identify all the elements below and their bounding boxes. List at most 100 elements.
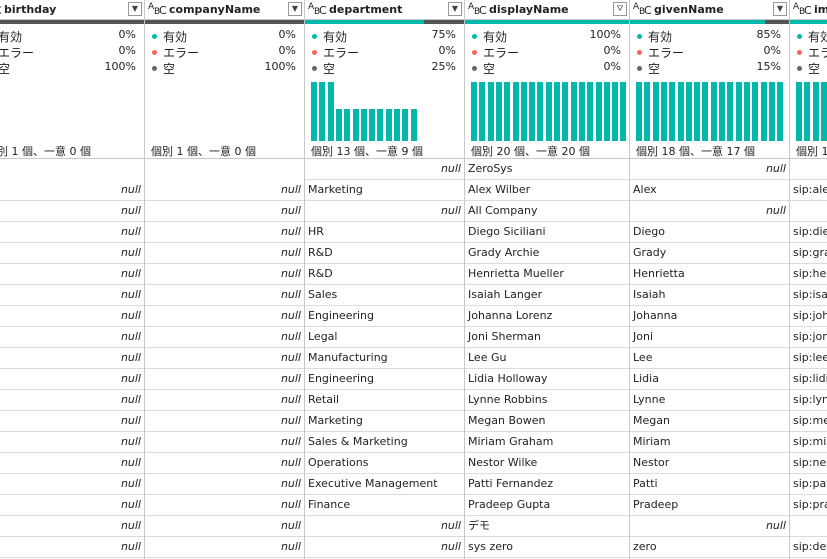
histogram-bar[interactable] [520,82,527,141]
table-cell[interactable]: null [145,222,304,243]
table-cell[interactable]: null [0,432,144,453]
table-cell[interactable]: Diego [630,222,789,243]
table-cell[interactable] [790,159,827,180]
table-cell[interactable]: Johanna Lorenz [465,306,629,327]
histogram-bar[interactable] [669,82,676,141]
table-cell[interactable]: Diego Siciliani [465,222,629,243]
table-cell[interactable]: null [145,495,304,516]
table-cell[interactable]: Manufacturing [305,348,464,369]
histogram-bar[interactable] [768,82,775,141]
table-cell[interactable]: null [0,180,144,201]
table-cell[interactable]: null [0,222,144,243]
table-cell[interactable]: null [0,285,144,306]
column-header[interactable]: ABCim▼ [790,0,827,20]
table-cell[interactable]: null [630,516,789,537]
table-cell[interactable]: null [145,306,304,327]
table-cell[interactable]: null [305,159,464,180]
histogram-bar[interactable] [752,82,759,141]
table-cell[interactable]: Patti [630,474,789,495]
table-cell[interactable]: Marketing [305,411,464,432]
histogram-bar[interactable] [636,82,642,141]
histogram-bar[interactable] [660,82,667,141]
table-cell[interactable]: null [145,369,304,390]
histogram-bar[interactable] [537,82,544,141]
histogram-bar[interactable] [394,108,400,141]
histogram-bar[interactable] [702,82,709,141]
histogram-bar[interactable] [719,82,725,141]
histogram-bar[interactable] [410,108,417,141]
table-cell[interactable]: Lynne Robbins [465,390,629,411]
table-cell[interactable]: null [305,516,464,537]
histogram-bar[interactable] [743,82,750,141]
table-cell[interactable]: Miriam [630,432,789,453]
table-cell[interactable]: Executive Management [305,474,464,495]
table-cell[interactable]: sip:isai [790,285,827,306]
table-cell[interactable]: null [0,243,144,264]
table-cell[interactable]: All Company [465,201,629,222]
histogram-bar[interactable] [603,82,610,141]
table-cell[interactable] [790,516,827,537]
histogram-bar[interactable] [377,108,384,141]
table-cell[interactable]: Sales & Marketing [305,432,464,453]
histogram-bar[interactable] [812,82,819,141]
histogram-bar[interactable] [311,82,317,141]
table-cell[interactable]: Lee [630,348,789,369]
histogram-bar[interactable] [727,82,734,141]
table-cell[interactable]: null [145,390,304,411]
table-cell[interactable]: Legal [305,327,464,348]
histogram-bar[interactable] [652,82,659,141]
histogram-bar[interactable] [570,82,577,141]
table-cell[interactable]: null [0,201,144,222]
table-cell[interactable]: null [145,243,304,264]
table-cell[interactable]: sip:lynn [790,390,827,411]
histogram-bar[interactable] [385,108,392,141]
table-cell[interactable]: null [145,327,304,348]
table-cell[interactable]: Miriam Graham [465,432,629,453]
table-cell[interactable]: Henrietta Mueller [465,264,629,285]
histogram-bar[interactable] [694,82,701,141]
table-cell[interactable]: null [0,369,144,390]
chevron-down-icon[interactable]: ▼ [288,2,302,16]
table-cell[interactable]: null [145,516,304,537]
table-cell[interactable]: Nestor [630,453,789,474]
table-cell[interactable]: Finance [305,495,464,516]
table-cell[interactable]: null [0,411,144,432]
table-cell[interactable]: null [630,159,789,180]
histogram-bar[interactable] [820,82,827,141]
histogram-bar[interactable] [644,82,651,141]
table-cell[interactable]: null [145,285,304,306]
table-cell[interactable]: Pradeep [630,495,789,516]
table-cell[interactable]: null [630,201,789,222]
table-cell[interactable]: ZeroSys [465,159,629,180]
chevron-down-icon[interactable]: ▼ [128,2,142,16]
table-cell[interactable]: Isaiah [630,285,789,306]
table-cell[interactable]: null [305,201,464,222]
column-header[interactable]: ABCbirthday ▼ [0,0,144,20]
table-cell[interactable]: null [0,516,144,537]
table-cell[interactable]: Megan [630,411,789,432]
histogram-bar[interactable] [804,82,811,141]
table-cell[interactable]: zero [630,537,789,558]
histogram-bar[interactable] [529,82,536,141]
histogram-bar[interactable] [554,82,560,141]
table-cell[interactable]: sip:mir [790,432,827,453]
table-cell[interactable]: sip:patt [790,474,827,495]
table-cell[interactable]: sip:pra [790,495,827,516]
table-cell[interactable]: Joni [630,327,789,348]
histogram-bar[interactable] [369,108,376,141]
table-cell[interactable]: Megan Bowen [465,411,629,432]
table-cell[interactable]: Nestor Wilke [465,453,629,474]
table-cell[interactable]: null [145,264,304,285]
table-cell[interactable]: Lidia [630,369,789,390]
table-cell[interactable]: デモ [465,516,629,537]
table-cell[interactable]: null [145,537,304,558]
table-cell[interactable]: sip:lidia [790,369,827,390]
table-cell[interactable]: Alex [630,180,789,201]
histogram-bar[interactable] [677,82,684,141]
table-cell[interactable]: sip:grad [790,243,827,264]
histogram-bar[interactable] [612,82,619,141]
